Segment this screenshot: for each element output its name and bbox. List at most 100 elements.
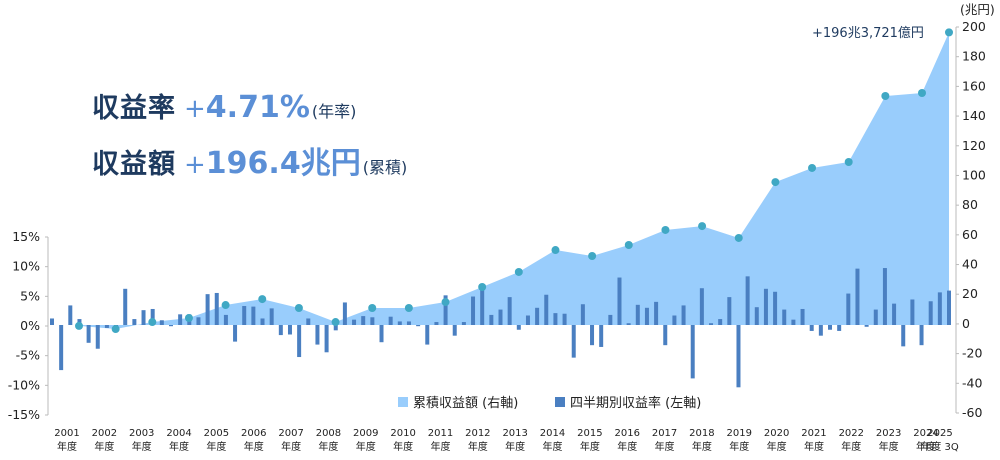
x-year-label: 2024 (913, 428, 938, 439)
quarter-bar (525, 315, 530, 325)
quarter-bar (745, 276, 750, 325)
quarter-bar (727, 297, 732, 325)
annual-dot (588, 252, 597, 261)
right-tick-label: 80 (962, 197, 978, 212)
annual-dot (661, 225, 670, 234)
x-fy-label: 年度 (879, 440, 899, 453)
right-tick-label: -20 (962, 346, 982, 361)
quarter-bar (498, 309, 503, 325)
quarter-bar (947, 290, 951, 325)
x-year-label: 2011 (428, 428, 453, 439)
quarter-bar (443, 295, 448, 325)
x-year-label: 2025 (927, 428, 952, 439)
quarter-bar (278, 325, 283, 336)
quarter-bar (233, 325, 238, 342)
return-rate-note: (年率) (311, 102, 357, 121)
left-tick-label: 15% (12, 229, 40, 244)
x-year-label: 2023 (876, 428, 901, 439)
quarter-bar (690, 325, 695, 379)
quarter-bar (608, 314, 613, 325)
left-tick-label: -10% (8, 377, 40, 392)
left-axis: 15% 10% 5% 0% -5% -10% -15% (8, 229, 49, 422)
quarter-bar (342, 302, 347, 325)
annual-dot (844, 157, 853, 166)
quarter-bar (141, 310, 146, 325)
annual-dot (184, 313, 193, 322)
quarter-bar (809, 325, 814, 331)
quarter-bar (425, 325, 430, 345)
x-fy-label: 年度 (692, 440, 712, 453)
quarter-bar (818, 325, 823, 336)
quarter-bar (388, 316, 393, 325)
quarter-bar (699, 288, 704, 325)
x-fy-label: 年度 (94, 440, 114, 453)
x-fy-label: 年度 (393, 440, 413, 453)
quarter-bar (489, 314, 494, 325)
quarter-bar (306, 318, 311, 325)
quarter-bar (104, 325, 109, 328)
quarter-bar (123, 288, 128, 325)
quarter-bar (571, 325, 576, 358)
quarter-bar (709, 323, 714, 325)
quarter-bar (892, 303, 897, 325)
quarter-bar (297, 325, 302, 358)
legend-area-swatch (398, 397, 408, 407)
quarter-bar (86, 325, 91, 343)
right-tick-label: 120 (962, 138, 986, 153)
x-year-label: 2014 (540, 428, 565, 439)
x-fy-label: 年度 (132, 440, 152, 453)
quarter-bar (95, 325, 100, 349)
x-year-label: 2005 (204, 428, 229, 439)
quarter-bar (773, 291, 778, 325)
right-tick-label: -40 (962, 375, 982, 390)
quarter-bar (663, 325, 668, 346)
quarter-bar (763, 288, 768, 325)
right-tick-label: 200 (962, 19, 986, 34)
return-rate-value: 4.71% (205, 90, 310, 125)
x-year-label: 2021 (801, 428, 826, 439)
headline-return-rate: 収益率 +4.71% (年率) (92, 86, 356, 125)
right-tick-label: 20 (962, 286, 978, 301)
quarter-bar (873, 309, 878, 325)
cumulative-area (79, 32, 949, 330)
annual-dot (881, 91, 890, 100)
quarter-bar (242, 306, 247, 325)
legend: 累積収益額 (右軸) 四半期別収益率 (左軸) (398, 395, 701, 411)
return-amount-plus: + (184, 150, 206, 180)
left-tick-label: -15% (8, 407, 40, 422)
quarter-bar (644, 307, 649, 325)
quarter-bar (791, 319, 796, 325)
x-fy-label: 年度 (505, 440, 525, 453)
annual-dot (478, 283, 487, 292)
quarter-bar (68, 305, 73, 325)
quarterly-bars (50, 268, 951, 388)
quarter-bar (205, 294, 210, 325)
annual-dot (808, 163, 817, 172)
quarter-bar (370, 317, 375, 325)
quarter-bar (480, 289, 485, 325)
left-tick-label: 5% (20, 288, 40, 303)
quarter-bar (406, 321, 411, 325)
right-axis-unit: (兆円) (960, 2, 995, 17)
legend-bar-label: 四半期別収益率 (左軸) (570, 395, 701, 411)
quarter-bar (461, 322, 466, 325)
quarter-bar (196, 317, 201, 325)
quarter-bar (269, 308, 274, 325)
quarter-bar (535, 307, 540, 325)
annual-dot (624, 240, 633, 249)
quarter-bar (928, 301, 933, 325)
x-year-label: 2010 (390, 428, 415, 439)
annual-dot (945, 28, 953, 37)
x-fy-label: 年度 (804, 440, 824, 453)
quarter-bar (855, 268, 860, 325)
quarter-bar (168, 325, 173, 327)
quarter-bar (882, 268, 887, 325)
return-rate-label: 収益率 (92, 93, 176, 124)
x-fy-label: 年度 (244, 440, 264, 453)
annual-dot (368, 304, 377, 313)
quarter-bar (260, 318, 265, 325)
x-fy-label: 年度 (430, 440, 450, 453)
quarter-bar (937, 292, 942, 325)
quarter-bar (901, 325, 906, 347)
right-tick-label: 60 (962, 227, 978, 242)
